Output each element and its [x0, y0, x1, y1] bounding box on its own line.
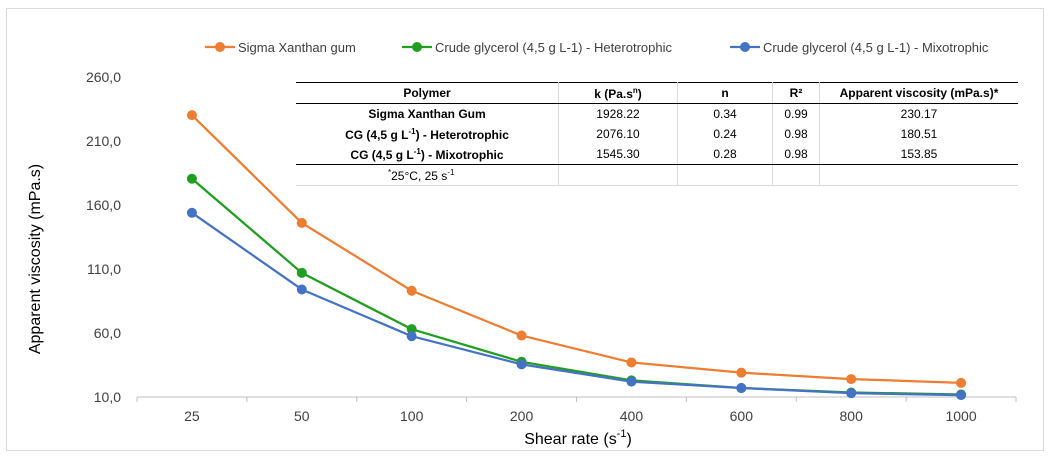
table-empty-cell — [558, 164, 678, 186]
col-header-n: n — [677, 82, 773, 104]
data-point — [406, 324, 417, 335]
cell-k: 2076.10 — [558, 124, 678, 144]
data-point — [956, 390, 967, 401]
x-tick-label: 50 — [294, 408, 310, 424]
series-line — [191, 211, 962, 397]
legend-label: Crude glycerol (4,5 g L-1) - Heterotroph… — [435, 40, 672, 55]
data-point — [736, 367, 747, 378]
cell-polymer: Sigma Xanthan Gum — [296, 103, 559, 124]
x-tick-label: 600 — [730, 408, 754, 424]
cell-polymer: CG (4,5 g L-1) - Mixotrophic — [296, 144, 559, 165]
cell-polymer: CG (4,5 g L-1) - Heterotrophic — [296, 124, 559, 144]
series-layer — [186, 110, 967, 401]
series-1 — [186, 110, 967, 388]
data-point — [186, 173, 197, 184]
cell-r2: 0.98 — [772, 144, 820, 165]
y-tick-label: 110,0 — [87, 261, 121, 277]
col-header-polymer: Polymer — [296, 82, 559, 104]
y-tick-label: 160,0 — [86, 197, 121, 213]
data-point — [846, 374, 857, 385]
x-tick-label: 1000 — [945, 408, 976, 424]
cell-n: 0.34 — [677, 103, 773, 124]
legend-item: Crude glycerol (4,5 g L-1) - Heterotroph… — [402, 40, 672, 55]
legend-marker — [215, 42, 225, 52]
x-axis-title: Shear rate (s-1) — [524, 428, 632, 448]
cell-viscosity: 230.17 — [900, 107, 938, 121]
cell-r2: 0.99 — [772, 103, 820, 124]
series-line — [191, 114, 962, 385]
x-axis: 25 50 100 200 400 600 800 1000 — [136, 396, 1017, 424]
y-tick-label: 60,0 — [94, 325, 121, 341]
data-point — [736, 383, 747, 394]
x-tick-label: 25 — [184, 408, 200, 424]
data-point — [626, 357, 637, 368]
legend: Sigma Xanthan gum Crude glycerol (4,5 g L… — [205, 40, 989, 55]
cell-viscosity: 153.85 — [819, 144, 1018, 165]
col-header-viscosity: Apparent viscosity (mPa.s)* — [819, 82, 1018, 104]
data-point — [296, 217, 307, 228]
x-tick-label: 800 — [840, 408, 864, 424]
table-row: CG (4,5 g L-1) - Mixotrophic 1545.30 0.28 0… — [296, 144, 1018, 165]
table-header-row: Polymer k (Pa.sn) n R² Apparent viscosit… — [296, 82, 1018, 104]
rheology-parameters-table: Polymer k (Pa.sn) n R² Apparent viscosit… — [296, 82, 1018, 186]
table-empty-cell — [772, 164, 820, 186]
data-point — [296, 267, 307, 278]
data-point — [406, 285, 417, 296]
data-point — [296, 284, 307, 295]
y-tick-label: 10,0 — [94, 389, 121, 405]
data-point — [626, 376, 637, 387]
cell-k: 1545.30 — [558, 144, 678, 165]
table-row: CG (4,5 g L-1) - Heterotrophic 2076.10 0.2… — [296, 124, 1018, 144]
table-empty-cell — [819, 164, 1018, 186]
data-point — [186, 207, 197, 218]
col-header-k: k (Pa.sn) — [558, 82, 678, 104]
y-tick-label: 210,0 — [86, 133, 121, 149]
data-point — [956, 377, 967, 388]
y-axis-title: Apparent viscosity (mPa.s) — [27, 164, 44, 354]
table-empty-cell — [677, 164, 773, 186]
data-point — [516, 359, 527, 370]
legend-marker — [740, 42, 750, 52]
cell-r2: 0.98 — [772, 124, 820, 144]
table-footnote: *25°C, 25 s-1 — [296, 164, 559, 186]
data-point — [406, 331, 417, 342]
col-header-r2: R² — [772, 82, 820, 104]
series-3 — [186, 207, 967, 401]
chart-frame — [6, 8, 1044, 451]
cell-n: 0.24 — [677, 124, 773, 144]
legend-marker — [412, 42, 422, 52]
y-axis: 10,0 60,0 110,0 160,0 210,0 260,0 — [86, 69, 121, 405]
y-tick-label: 260,0 — [86, 69, 121, 85]
legend-label: Sigma Xanthan gum — [238, 40, 356, 55]
data-point — [846, 388, 857, 399]
legend-item: Sigma Xanthan gum — [205, 40, 356, 55]
x-tick-label: 200 — [510, 408, 534, 424]
x-tick-label: 100 — [400, 408, 424, 424]
table-row: Sigma Xanthan Gum 1928.22 0.34 0.99 230.17 — [296, 103, 1018, 124]
data-point — [186, 110, 197, 121]
x-tick-label: 400 — [620, 408, 644, 424]
cell-k: 1928.22 — [558, 103, 678, 124]
legend-item: Crude glycerol (4,5 g L-1) - Mixotrophic — [730, 40, 989, 55]
table-footnote-row: *25°C, 25 s-1 — [296, 164, 1018, 186]
data-point — [516, 330, 527, 341]
cell-n: 0.28 — [677, 144, 773, 165]
cell-viscosity: 180.51 — [900, 127, 938, 141]
series-line — [191, 177, 962, 396]
legend-label: Crude glycerol (4,5 g L-1) - Mixotrophic — [763, 40, 989, 55]
